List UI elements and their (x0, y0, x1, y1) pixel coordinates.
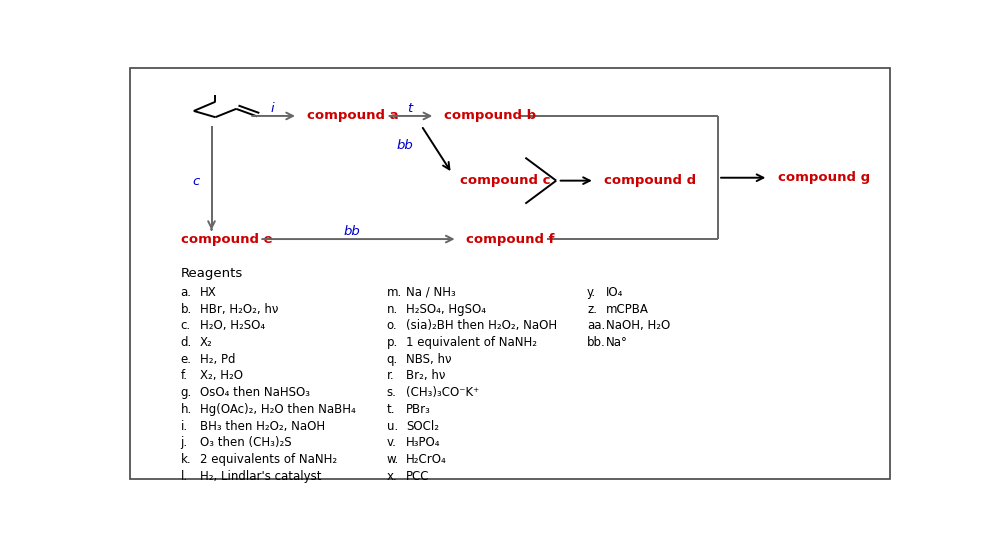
Text: bb: bb (397, 139, 414, 152)
Text: m.: m. (387, 286, 402, 299)
Text: p.: p. (387, 336, 398, 349)
Text: bb: bb (343, 225, 360, 238)
Text: SOCl₂: SOCl₂ (406, 420, 438, 433)
Text: H₂, Pd: H₂, Pd (200, 353, 236, 366)
Text: OsO₄ then NaHSO₃: OsO₄ then NaHSO₃ (200, 386, 310, 399)
Text: x.: x. (387, 469, 397, 482)
Text: X₂, H₂O: X₂, H₂O (200, 370, 243, 383)
Text: q.: q. (387, 353, 398, 366)
Text: NBS, hν: NBS, hν (406, 353, 451, 366)
Text: e.: e. (181, 353, 192, 366)
Text: H₂SO₄, HgSO₄: H₂SO₄, HgSO₄ (406, 302, 485, 315)
Text: Reagents: Reagents (181, 267, 243, 280)
Text: BH₃ then H₂O₂, NaOH: BH₃ then H₂O₂, NaOH (200, 420, 325, 433)
Text: compound a: compound a (307, 109, 399, 122)
Text: (sia)₂BH then H₂O₂, NaOH: (sia)₂BH then H₂O₂, NaOH (406, 319, 557, 332)
Text: PBr₃: PBr₃ (406, 403, 430, 416)
Text: H₃PO₄: H₃PO₄ (406, 436, 440, 449)
Text: d.: d. (181, 336, 192, 349)
Text: compound e: compound e (181, 233, 272, 246)
Text: Br₂, hν: Br₂, hν (406, 370, 444, 383)
Text: a.: a. (181, 286, 192, 299)
Text: b.: b. (181, 302, 192, 315)
Text: c: c (193, 176, 200, 189)
Text: i.: i. (181, 420, 188, 433)
Text: i: i (270, 102, 274, 115)
Text: PCC: PCC (406, 469, 428, 482)
Text: HX: HX (200, 286, 217, 299)
Text: aa.: aa. (586, 319, 604, 332)
Text: f.: f. (181, 370, 188, 383)
Text: t.: t. (387, 403, 395, 416)
Text: k.: k. (181, 453, 191, 466)
Text: compound d: compound d (603, 174, 696, 187)
Text: H₂, Lindlar's catalyst: H₂, Lindlar's catalyst (200, 469, 321, 482)
Text: Na / NH₃: Na / NH₃ (406, 286, 455, 299)
Text: H₂CrO₄: H₂CrO₄ (406, 453, 446, 466)
Text: c.: c. (181, 319, 191, 332)
Text: (CH₃)₃CO⁻K⁺: (CH₃)₃CO⁻K⁺ (406, 386, 478, 399)
Text: 2 equivalents of NaNH₂: 2 equivalents of NaNH₂ (200, 453, 337, 466)
Text: compound b: compound b (444, 109, 536, 122)
Text: bb.: bb. (586, 336, 605, 349)
Text: u.: u. (387, 420, 398, 433)
Text: NaOH, H₂O: NaOH, H₂O (605, 319, 670, 332)
Text: h.: h. (181, 403, 192, 416)
Text: v.: v. (387, 436, 396, 449)
Text: HBr, H₂O₂, hν: HBr, H₂O₂, hν (200, 302, 278, 315)
Text: O₃ then (CH₃)₂S: O₃ then (CH₃)₂S (200, 436, 291, 449)
Text: compound f: compound f (465, 233, 554, 246)
Text: compound c: compound c (459, 174, 550, 187)
Text: y.: y. (586, 286, 595, 299)
Text: compound g: compound g (777, 171, 870, 184)
Text: mCPBA: mCPBA (605, 302, 648, 315)
Text: IO₄: IO₄ (605, 286, 623, 299)
Text: Hg(OAc)₂, H₂O then NaBH₄: Hg(OAc)₂, H₂O then NaBH₄ (200, 403, 355, 416)
Text: g.: g. (181, 386, 192, 399)
Text: X₂: X₂ (200, 336, 213, 349)
Text: 1 equivalent of NaNH₂: 1 equivalent of NaNH₂ (406, 336, 537, 349)
Text: s.: s. (387, 386, 396, 399)
Text: o.: o. (387, 319, 397, 332)
Text: r.: r. (387, 370, 394, 383)
Text: H₂O, H₂SO₄: H₂O, H₂SO₄ (200, 319, 264, 332)
Text: w.: w. (387, 453, 399, 466)
Text: n.: n. (387, 302, 398, 315)
Text: j.: j. (181, 436, 188, 449)
Text: Na°: Na° (605, 336, 627, 349)
Text: z.: z. (586, 302, 596, 315)
Text: l.: l. (181, 469, 188, 482)
Text: t: t (407, 102, 412, 115)
